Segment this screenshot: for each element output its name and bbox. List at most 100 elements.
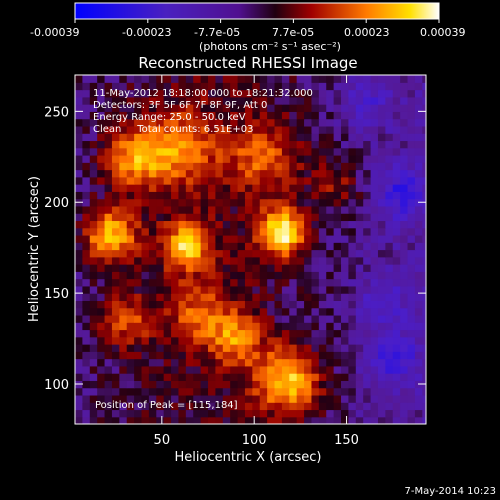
heatmap-cell bbox=[230, 104, 239, 112]
heatmap-cell bbox=[377, 344, 386, 352]
heatmap-cell bbox=[400, 351, 409, 360]
heatmap-cell bbox=[200, 416, 209, 424]
heatmap-cell bbox=[244, 351, 253, 360]
heatmap-cell bbox=[274, 169, 283, 178]
heatmap-cell bbox=[318, 242, 327, 251]
heatmap-cell bbox=[134, 140, 143, 149]
heatmap-cell bbox=[304, 96, 313, 105]
heatmap-cell bbox=[111, 118, 120, 127]
heatmap-cell bbox=[178, 394, 187, 403]
heatmap-cell bbox=[400, 394, 409, 403]
heatmap-cell bbox=[370, 358, 379, 367]
heatmap-cell bbox=[119, 285, 128, 294]
heatmap-cell bbox=[422, 162, 426, 171]
heatmap-cell bbox=[289, 351, 298, 360]
heatmap-cell bbox=[304, 380, 313, 389]
heatmap-cell bbox=[355, 104, 364, 112]
heatmap-cell bbox=[304, 111, 313, 120]
heatmap-cell bbox=[215, 242, 224, 251]
heatmap-cell bbox=[341, 213, 350, 222]
heatmap-cell bbox=[341, 322, 350, 331]
heatmap-cell bbox=[267, 147, 276, 156]
heatmap-cell bbox=[304, 125, 313, 134]
heatmap-cell bbox=[178, 373, 187, 381]
heatmap-cell bbox=[215, 322, 224, 331]
heatmap-cell bbox=[326, 271, 335, 280]
heatmap-cell bbox=[222, 104, 231, 112]
heatmap-cell bbox=[392, 227, 401, 236]
heatmap-cell bbox=[348, 307, 357, 316]
heatmap-cell bbox=[171, 365, 180, 374]
heatmap-cell bbox=[304, 82, 313, 91]
heatmap-cell bbox=[230, 365, 239, 374]
heatmap-cell bbox=[200, 387, 209, 396]
heatmap-cell bbox=[97, 82, 106, 91]
heatmap-cell bbox=[171, 234, 180, 243]
colorbar-tick-label: -7.7e-05 bbox=[194, 26, 240, 39]
heatmap-cell bbox=[296, 104, 305, 112]
heatmap-cell bbox=[304, 394, 313, 403]
heatmap-cell bbox=[377, 118, 386, 127]
heatmap-cell bbox=[252, 191, 261, 200]
heatmap-cell bbox=[148, 380, 157, 389]
heatmap-cell bbox=[377, 176, 386, 185]
heatmap-cell bbox=[304, 220, 313, 229]
heatmap-cell bbox=[148, 147, 157, 156]
heatmap-cell bbox=[304, 409, 313, 418]
heatmap-cell bbox=[400, 227, 409, 236]
heatmap-cell bbox=[193, 125, 202, 134]
heatmap-cell bbox=[304, 336, 313, 345]
heatmap-cell bbox=[363, 322, 372, 331]
heatmap-cell bbox=[400, 176, 409, 185]
heatmap-cell bbox=[200, 82, 209, 91]
heatmap-cell bbox=[75, 285, 83, 294]
heatmap-cell bbox=[341, 394, 350, 403]
heatmap-cell bbox=[363, 402, 372, 411]
heatmap-cell bbox=[377, 220, 386, 229]
heatmap-cell bbox=[363, 111, 372, 120]
heatmap-cell bbox=[407, 147, 416, 156]
heatmap-cell bbox=[141, 133, 150, 142]
heatmap-cell bbox=[148, 198, 157, 207]
heatmap-cell bbox=[171, 75, 180, 83]
heatmap-cell bbox=[244, 271, 253, 280]
heatmap-cell bbox=[148, 394, 157, 403]
heatmap-cell bbox=[348, 111, 357, 120]
heatmap-cell bbox=[82, 96, 91, 105]
heatmap-cell bbox=[422, 365, 426, 374]
heatmap-cell bbox=[392, 125, 401, 134]
y-tick-label: 150 bbox=[44, 287, 69, 302]
heatmap-cell bbox=[82, 249, 91, 258]
heatmap-cell bbox=[237, 154, 246, 163]
heatmap-cell bbox=[274, 198, 283, 207]
heatmap-cell bbox=[185, 96, 194, 105]
heatmap-cell bbox=[222, 344, 231, 352]
heatmap-cell bbox=[193, 314, 202, 323]
heatmap-cell bbox=[156, 336, 165, 345]
heatmap-cell bbox=[215, 118, 224, 127]
heatmap-cell bbox=[281, 89, 290, 98]
heatmap-cell bbox=[400, 322, 409, 331]
heatmap-cell bbox=[119, 373, 128, 381]
heatmap-cell bbox=[230, 191, 239, 200]
heatmap-cell bbox=[407, 96, 416, 105]
heatmap-cell bbox=[370, 227, 379, 236]
heatmap-cell bbox=[156, 271, 165, 280]
heatmap-cell bbox=[296, 307, 305, 316]
heatmap-cell bbox=[244, 147, 253, 156]
heatmap-cell bbox=[104, 213, 113, 222]
heatmap-cell bbox=[296, 147, 305, 156]
heatmap-cell bbox=[97, 111, 106, 120]
heatmap-cell bbox=[148, 264, 157, 272]
heatmap-cell bbox=[237, 169, 246, 178]
heatmap-cell bbox=[141, 264, 150, 272]
heatmap-cell bbox=[215, 373, 224, 381]
heatmap-cell bbox=[126, 82, 135, 91]
heatmap-cell bbox=[267, 111, 276, 120]
heatmap-cell bbox=[414, 307, 423, 316]
heatmap-cell bbox=[304, 416, 313, 424]
heatmap-cell bbox=[259, 198, 268, 207]
heatmap-cell bbox=[97, 220, 106, 229]
heatmap-cell bbox=[111, 191, 120, 200]
heatmap-cell bbox=[237, 82, 246, 91]
